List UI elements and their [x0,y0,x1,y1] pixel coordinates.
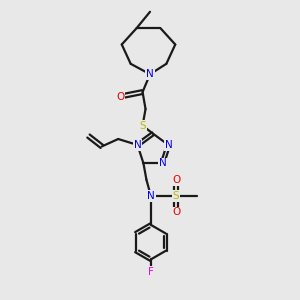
Text: F: F [148,267,154,277]
Text: S: S [173,191,179,201]
Text: O: O [116,92,124,101]
Text: N: N [147,191,155,201]
Text: N: N [165,140,172,150]
Text: N: N [134,140,141,150]
Text: O: O [172,207,180,218]
Text: S: S [139,121,146,130]
Text: N: N [146,69,154,79]
Text: N: N [159,158,167,168]
Text: O: O [172,175,180,185]
